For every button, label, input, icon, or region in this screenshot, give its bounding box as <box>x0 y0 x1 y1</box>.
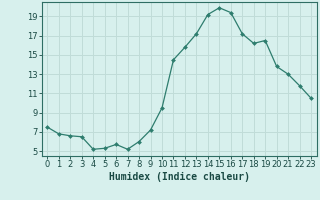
X-axis label: Humidex (Indice chaleur): Humidex (Indice chaleur) <box>109 172 250 182</box>
